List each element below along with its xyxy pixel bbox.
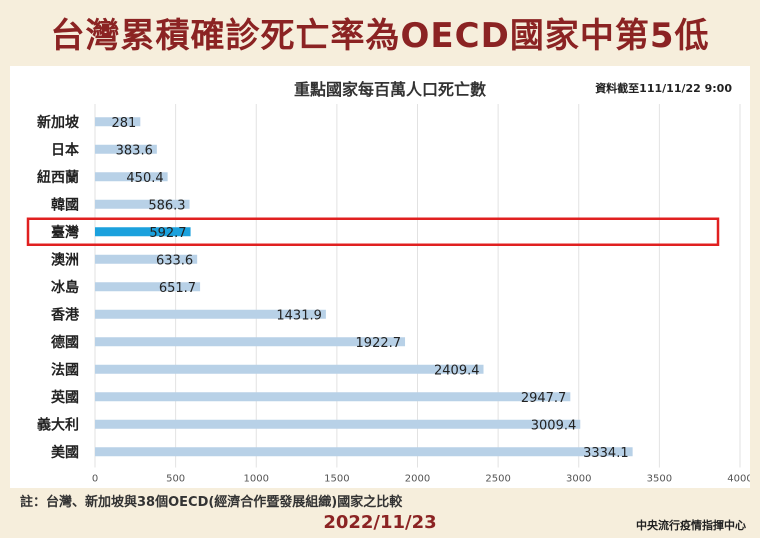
bar xyxy=(95,117,141,127)
category-label: 韓國 xyxy=(51,196,79,213)
value-label: 281 xyxy=(111,116,136,131)
page-title: 台灣累積確診死亡率為OECD國家中第5低 xyxy=(50,15,710,56)
highlight-bar xyxy=(95,227,191,237)
bar xyxy=(95,282,201,292)
footnote: 註：台灣、新加坡與38個OECD(經濟合作暨發展組織)國家之比較 xyxy=(20,495,403,510)
bar xyxy=(95,419,581,429)
value-label: 3009.4 xyxy=(531,418,577,433)
category-label: 日本 xyxy=(51,141,80,158)
value-label: 651.7 xyxy=(159,281,196,296)
value-label: 383.6 xyxy=(116,143,153,158)
category-label: 冰島 xyxy=(51,279,79,296)
x-tick-label: 2500 xyxy=(485,474,510,485)
bar xyxy=(95,199,190,209)
x-tick-label: 4000 xyxy=(727,474,750,485)
bar xyxy=(95,364,484,374)
x-tick-label: 2000 xyxy=(405,474,430,485)
value-label: 586.3 xyxy=(148,198,185,213)
category-label: 義大利 xyxy=(37,416,79,433)
data-date-note: 資料截至111/11/22 9:00 xyxy=(595,82,732,95)
x-tick-label: 1500 xyxy=(324,474,349,485)
x-tick-label: 3000 xyxy=(566,474,591,485)
value-label: 450.4 xyxy=(126,171,163,186)
value-label: 633.6 xyxy=(156,253,193,268)
bar xyxy=(95,172,168,182)
x-tick-label: 500 xyxy=(166,474,185,485)
highlight-box xyxy=(26,217,720,246)
value-label: 3334.1 xyxy=(583,446,629,461)
bar xyxy=(95,144,157,154)
value-label: 2947.7 xyxy=(521,391,567,406)
category-label: 美國 xyxy=(51,444,79,461)
x-tick-label: 1000 xyxy=(244,474,269,485)
chart-panel: 重點國家每百萬人口死亡數 資料截至111/11/22 9:00 0 500 1000… xyxy=(10,66,750,488)
bar xyxy=(95,309,326,319)
value-label: 2409.4 xyxy=(434,363,480,378)
x-tick-label: 0 xyxy=(92,474,98,485)
bar xyxy=(95,254,198,264)
chart-title: 重點國家每百萬人口死亡數 xyxy=(293,80,486,99)
value-label: 1922.7 xyxy=(356,336,402,351)
value-label: 1431.9 xyxy=(276,308,322,323)
publish-date: 2022/11/23 xyxy=(323,512,437,533)
category-label: 英國 xyxy=(50,389,79,406)
category-label: 臺灣 xyxy=(51,224,79,241)
bar-chart: 0 500 1000 1500 2000 2500 3000 3500 4000 新加坡 281 日本… xyxy=(26,104,750,485)
category-label: 香港 xyxy=(50,306,80,323)
category-label: 澳洲 xyxy=(51,251,79,268)
category-label: 法國 xyxy=(51,361,79,378)
category-label: 德國 xyxy=(51,334,79,351)
x-tick-label: 3500 xyxy=(647,474,672,485)
value-label: 592.7 xyxy=(149,226,186,241)
bar xyxy=(95,447,633,457)
agency-name: 中央流行疫情指揮中心 xyxy=(636,519,746,532)
category-label: 新加坡 xyxy=(37,114,80,131)
category-label: 紐西蘭 xyxy=(37,169,79,186)
bar xyxy=(95,392,571,402)
bar xyxy=(95,337,406,347)
